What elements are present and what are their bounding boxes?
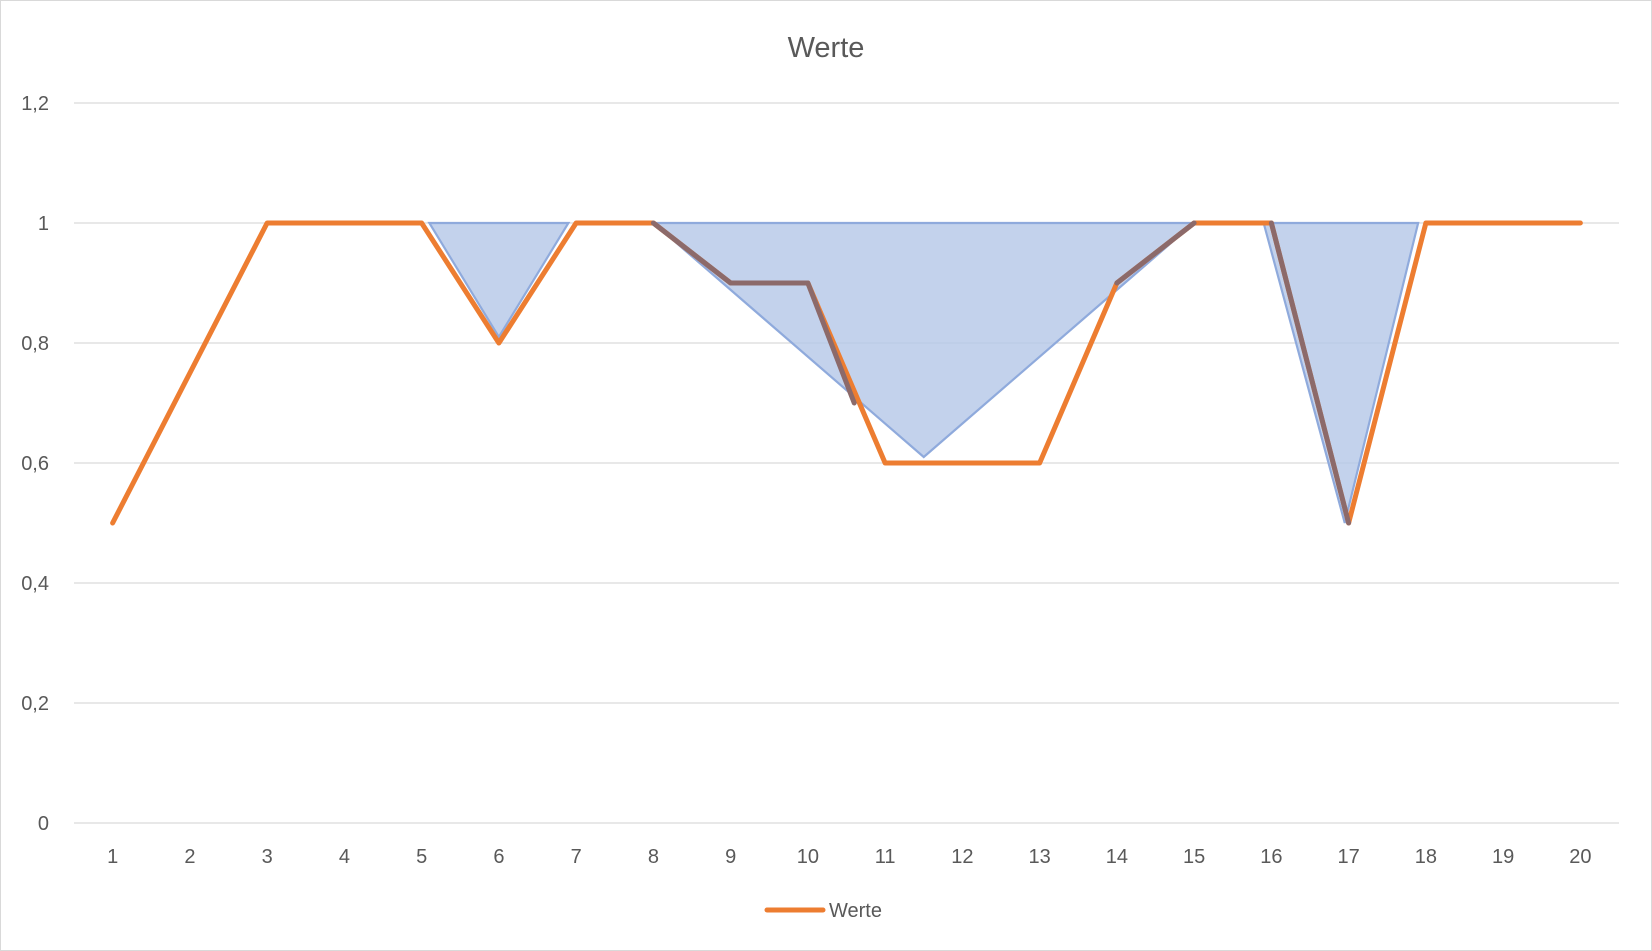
- x-tick-label: 2: [184, 846, 195, 868]
- chart-title: Werte: [788, 32, 865, 64]
- x-tick-label: 9: [725, 846, 736, 868]
- x-tick-label: 7: [571, 846, 582, 868]
- y-tick-label: 0,6: [21, 453, 49, 475]
- x-tick-label: 6: [493, 846, 504, 868]
- overlay-segment: [1268, 220, 1352, 526]
- shaded-region: [1262, 221, 1420, 524]
- legend-label-werte: Werte: [829, 900, 882, 922]
- y-tick-label: 0,2: [21, 693, 49, 715]
- shaded-region: [427, 221, 571, 340]
- x-tick-label: 16: [1260, 846, 1282, 868]
- x-tick-label: 15: [1183, 846, 1205, 868]
- overlay-segment: [1114, 220, 1197, 286]
- x-tick-label: 19: [1492, 846, 1514, 868]
- overlay-segment: [650, 220, 857, 406]
- x-tick-label: 18: [1415, 846, 1437, 868]
- x-axis-tick-labels: 1 2 3 4 5 6 7 8 9 10 11 12 13 14 15 16 17 18 19 20: [107, 846, 1591, 868]
- shaded-region: [650, 221, 1198, 459]
- gridlines: [74, 102, 1619, 824]
- y-tick-label: 1,2: [21, 93, 49, 115]
- x-tick-label: 3: [262, 846, 273, 868]
- y-tick-label: 1: [38, 213, 49, 235]
- y-tick-label: 0,4: [21, 573, 49, 595]
- y-tick-label: 0: [38, 813, 49, 835]
- x-tick-label: 4: [339, 846, 350, 868]
- x-tick-label: 17: [1338, 846, 1360, 868]
- x-tick-label: 20: [1569, 846, 1591, 868]
- shaded-regions: [427, 221, 1420, 524]
- x-tick-label: 13: [1029, 846, 1051, 868]
- x-tick-label: 5: [416, 846, 427, 868]
- overlay-segments: [650, 220, 1352, 526]
- y-axis-tick-labels: 0 0,2 0,4 0,6 0,8 1 1,2: [21, 93, 49, 835]
- x-tick-label: 1: [107, 846, 118, 868]
- x-tick-label: 10: [797, 846, 819, 868]
- y-tick-label: 0,8: [21, 333, 49, 355]
- legend: Werte: [764, 900, 882, 922]
- x-tick-label: 12: [951, 846, 973, 868]
- x-tick-label: 14: [1106, 846, 1128, 868]
- x-tick-label: 8: [648, 846, 659, 868]
- x-tick-label: 11: [875, 846, 896, 868]
